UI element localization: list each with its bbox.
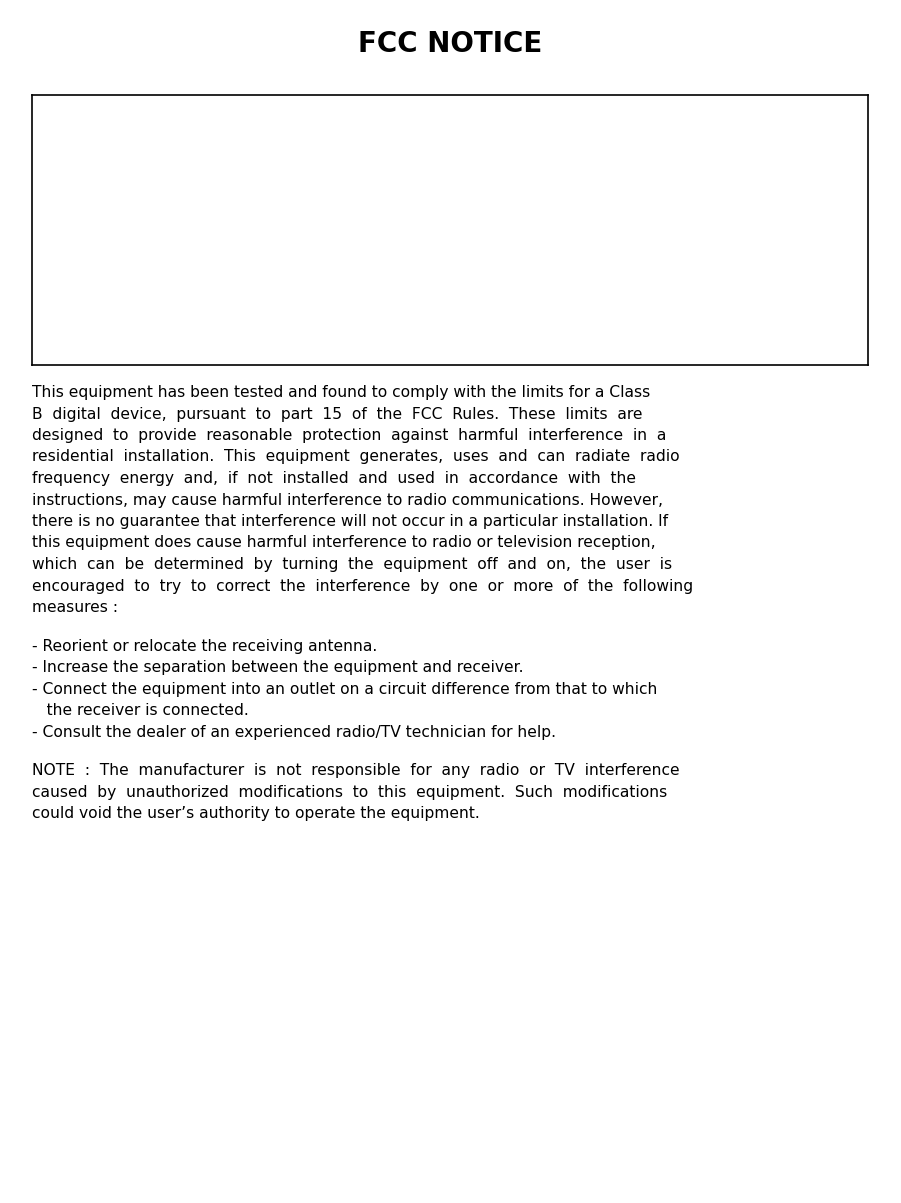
Text: measures :: measures : bbox=[32, 600, 118, 615]
Text: there is no guarantee that interference will not occur in a particular installat: there is no guarantee that interference … bbox=[32, 514, 669, 529]
Text: instructions, may cause harmful interference to radio communications. However,: instructions, may cause harmful interfer… bbox=[32, 492, 663, 508]
Text: frequency  energy  and,  if  not  installed  and  used  in  accordance  with  th: frequency energy and, if not installed a… bbox=[32, 472, 636, 486]
Text: residential  installation.  This  equipment  generates,  uses  and  can  radiate: residential installation. This equipment… bbox=[32, 450, 679, 464]
Text: encouraged  to  try  to  correct  the  interference  by  one  or  more  of  the : encouraged to try to correct the interfe… bbox=[32, 579, 693, 593]
Text: FCC NOTICE: FCC NOTICE bbox=[359, 30, 542, 58]
Text: which  can  be  determined  by  turning  the  equipment  off  and  on,  the  use: which can be determined by turning the e… bbox=[32, 557, 672, 571]
Text: could void the user’s authority to operate the equipment.: could void the user’s authority to opera… bbox=[32, 806, 479, 822]
Text: designed  to  provide  reasonable  protection  against  harmful  interference  i: designed to provide reasonable protectio… bbox=[32, 428, 667, 443]
Text: - Consult the dealer of an experienced radio/TV technician for help.: - Consult the dealer of an experienced r… bbox=[32, 724, 556, 740]
Text: - Connect the equipment into an outlet on a circuit difference from that to whic: - Connect the equipment into an outlet o… bbox=[32, 682, 658, 697]
Text: - Reorient or relocate the receiving antenna.: - Reorient or relocate the receiving ant… bbox=[32, 639, 378, 653]
Text: NOTE  :  The  manufacturer  is  not  responsible  for  any  radio  or  TV  inter: NOTE : The manufacturer is not responsib… bbox=[32, 764, 679, 778]
Text: this equipment does cause harmful interference to radio or television reception,: this equipment does cause harmful interf… bbox=[32, 535, 656, 551]
Text: B  digital  device,  pursuant  to  part  15  of  the  FCC  Rules.  These  limits: B digital device, pursuant to part 15 of… bbox=[32, 407, 642, 421]
Text: This equipment has been tested and found to comply with the limits for a Class: This equipment has been tested and found… bbox=[32, 385, 651, 401]
Text: - Increase the separation between the equipment and receiver.: - Increase the separation between the eq… bbox=[32, 660, 523, 675]
Text: the receiver is connected.: the receiver is connected. bbox=[32, 704, 249, 718]
Text: caused  by  unauthorized  modifications  to  this  equipment.  Such  modificatio: caused by unauthorized modifications to … bbox=[32, 784, 668, 800]
